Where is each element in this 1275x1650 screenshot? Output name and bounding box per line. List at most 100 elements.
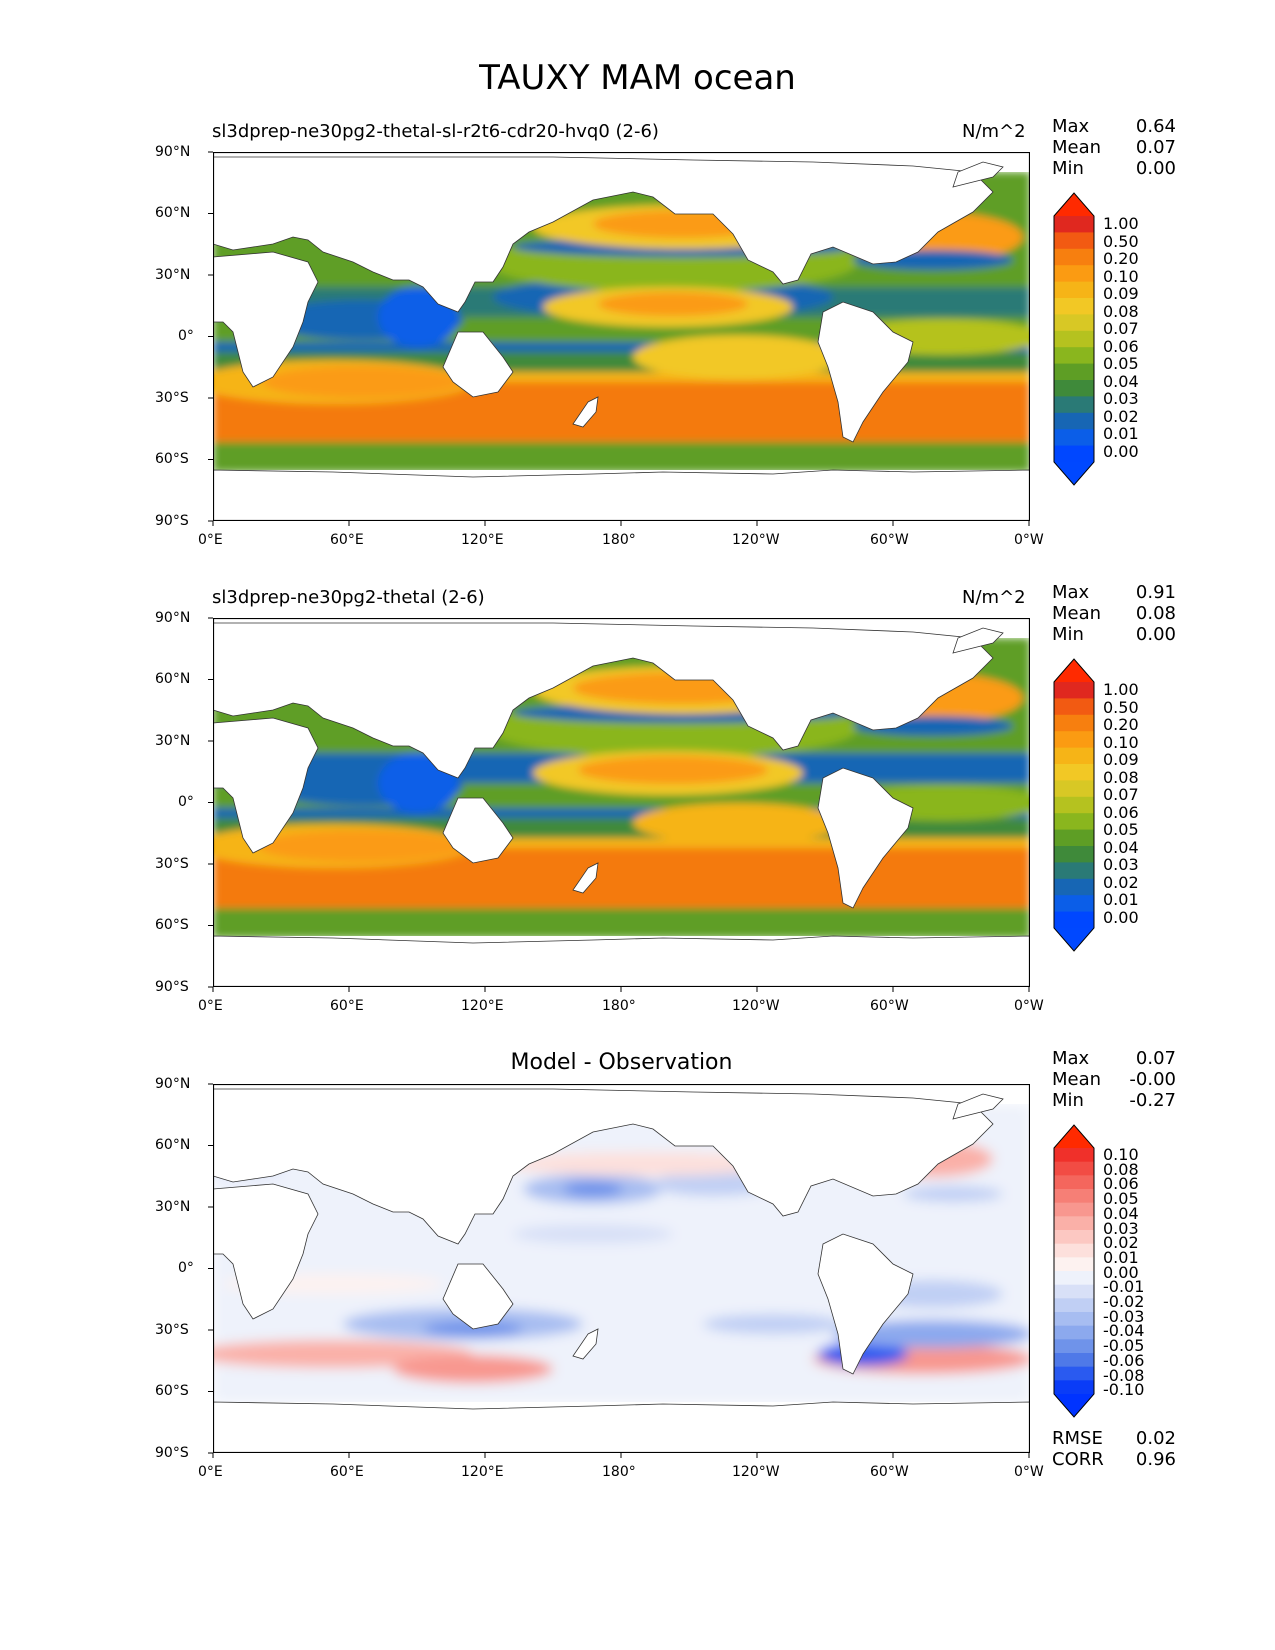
- panel-2-cb-label: 0.04: [1103, 837, 1139, 857]
- panel-2-cb-label: 0.08: [1103, 767, 1139, 787]
- colorbar-segment: [1054, 780, 1094, 798]
- panel-3-colorbar: [1053, 1124, 1095, 1418]
- panel-2-units: N/m^2: [962, 587, 1026, 608]
- colorbar-segment: [1054, 862, 1094, 880]
- colorbar-segment: [1054, 363, 1094, 381]
- panel-2-cb-label: 0.00: [1103, 907, 1139, 927]
- panel-3-cb-label: 0.04: [1103, 1203, 1139, 1223]
- panel-3-cb-label: -0.08: [1103, 1365, 1145, 1385]
- panel-2-cb-label: 0.07: [1103, 785, 1139, 804]
- colorbar-under-triangle: [1054, 462, 1094, 485]
- colorbar-segment: [1054, 682, 1094, 699]
- panel-2-xtick-0e: 0°E: [198, 998, 223, 1014]
- colorbar-segment: [1054, 846, 1094, 863]
- panel-2-mean-label: Mean: [1052, 603, 1102, 624]
- panel-2-max: 0.91: [1135, 582, 1176, 603]
- panel-2-stats: Max 0.91 Mean 0.08 Min 0.00: [1052, 582, 1176, 645]
- colorbar-segment: [1054, 298, 1094, 315]
- panel-2-xtick-0w: 0°W: [1014, 998, 1044, 1014]
- panel-2-ytick-30n: 30°N: [155, 733, 191, 749]
- panel-1-xtick-60w: 60°W: [870, 532, 909, 548]
- panel-2-map: [213, 618, 1030, 987]
- panel-1-cb-label: 0.50: [1103, 231, 1139, 251]
- panel-1-xtick-120w: 120°W: [732, 532, 780, 548]
- colorbar-segment: [1054, 216, 1094, 233]
- panel-1-xtick-0e: 0°E: [198, 532, 223, 548]
- panel-2-ytick-60s: 60°S: [155, 917, 189, 933]
- colorbar-segment: [1054, 1339, 1094, 1354]
- panel-3-cb-label: 0.01: [1103, 1247, 1139, 1267]
- colorbar-segment: [1054, 1216, 1094, 1231]
- colorbar-segment: [1054, 1202, 1094, 1217]
- panel-1-cb-label: 0.05: [1103, 354, 1139, 373]
- panel-3-xtick-60e: 60°E: [330, 1464, 364, 1480]
- colorbar-segment: [1054, 1189, 1094, 1204]
- panel-1-ytick-30s: 30°S: [155, 390, 189, 406]
- panel-3-stats: Max 0.07 Mean -0.00 Min -0.27: [1052, 1048, 1176, 1111]
- colorbar-segment: [1054, 347, 1094, 365]
- colorbar-segment: [1054, 895, 1094, 913]
- colorbar-under-triangle: [1054, 1394, 1094, 1417]
- panel-3-xtick-0e: 0°E: [198, 1464, 223, 1480]
- colorbar-segment: [1054, 829, 1094, 847]
- panel-1-cb-label: 0.01: [1103, 424, 1139, 443]
- panel-2-land: [213, 622, 1030, 987]
- panel-2-colorbar: [1053, 658, 1095, 952]
- panel-2-ytick-0: 0°: [178, 794, 194, 810]
- colorbar-segment: [1054, 1175, 1094, 1190]
- colorbar-segment: [1054, 1366, 1094, 1381]
- panel-1-cb-label: 0.03: [1103, 389, 1139, 408]
- corr-label: CORR: [1052, 1449, 1104, 1470]
- panel-2-cb-label: 0.01: [1103, 890, 1139, 909]
- panel-3-ytick-30s: 30°S: [155, 1322, 189, 1338]
- panel-2-xtick-180: 180°: [602, 998, 636, 1014]
- panel-1-colorbar-labels: 1.00 0.50 0.20 0.10 0.09 0.08 0.07 0.06 …: [1103, 215, 1139, 460]
- panel-2-cb-label: 0.02: [1103, 872, 1139, 892]
- panel-3-colorbar-labels: 0.10 0.08 0.06 0.05 0.04 0.03 0.02 0.01 …: [1103, 1145, 1145, 1398]
- colorbar-outline: [1053, 1124, 1095, 1418]
- panel-1-cb-label: 1.00: [1103, 214, 1139, 233]
- colorbar-segment: [1054, 1284, 1094, 1299]
- colorbar-segment: [1054, 1325, 1094, 1340]
- colorbar-segment: [1054, 330, 1094, 348]
- colorbar-over-triangle: [1054, 1125, 1094, 1148]
- panel-1-units: N/m^2: [962, 121, 1026, 142]
- panel-1-stats: Max 0.64 Mean 0.07 Min 0.00: [1052, 116, 1176, 179]
- panel-2-ticks: [208, 617, 1030, 992]
- colorbar-segment: [1054, 412, 1094, 430]
- panel-1-ticks: [208, 151, 1030, 526]
- colorbar-segment: [1054, 445, 1094, 463]
- colorbar-segment: [1054, 747, 1094, 765]
- panel-3-cb-label: -0.04: [1103, 1321, 1145, 1341]
- panel-1-mean: 0.07: [1135, 137, 1176, 158]
- panel-2-mean: 0.08: [1135, 603, 1176, 624]
- panel-3-ytick-0: 0°: [178, 1260, 194, 1276]
- panel-1-xtick-180: 180°: [602, 532, 636, 548]
- panel-3-min: -0.27: [1129, 1090, 1176, 1111]
- panel-2-ytick-30s: 30°S: [155, 856, 189, 872]
- panel-2-cb-label: 0.03: [1103, 855, 1139, 874]
- panel-2-ytick-90n: 90°N: [155, 610, 191, 626]
- figure-title: TAUXY MAM ocean: [479, 58, 796, 98]
- panel-3-cb-label: 0.03: [1103, 1218, 1139, 1238]
- panel-3-cb-label: -0.02: [1103, 1292, 1145, 1312]
- colorbar-segment: [1054, 1161, 1094, 1176]
- panel-2-cb-label: 0.06: [1103, 802, 1139, 822]
- colorbar-segment: [1054, 731, 1094, 749]
- panel-3-cb-label: 0.10: [1103, 1145, 1139, 1164]
- colorbar-segment: [1054, 878, 1094, 896]
- panel-3-ytick-90s: 90°S: [155, 1445, 189, 1461]
- panel-3-map: [213, 1084, 1030, 1453]
- panel-2-ytick-60n: 60°N: [155, 671, 191, 687]
- panel-2-cb-label: 0.50: [1103, 697, 1139, 717]
- panel-3-land: [213, 1088, 1030, 1453]
- panel-3-cb-label: -0.05: [1103, 1336, 1145, 1356]
- panel-1-land: [213, 156, 1030, 521]
- panel-1-mean-label: Mean: [1052, 137, 1102, 158]
- panel-3-ytick-60n: 60°N: [155, 1137, 191, 1153]
- panel-3-xtick-60w: 60°W: [870, 1464, 909, 1480]
- panel-3-ytick-60s: 60°S: [155, 1383, 189, 1399]
- panel-3-bottom-stats: RMSE 0.02 CORR 0.96: [1052, 1428, 1176, 1470]
- panel-3-cb-label: -0.01: [1103, 1277, 1145, 1297]
- panel-3-cb-label: -0.03: [1103, 1306, 1145, 1326]
